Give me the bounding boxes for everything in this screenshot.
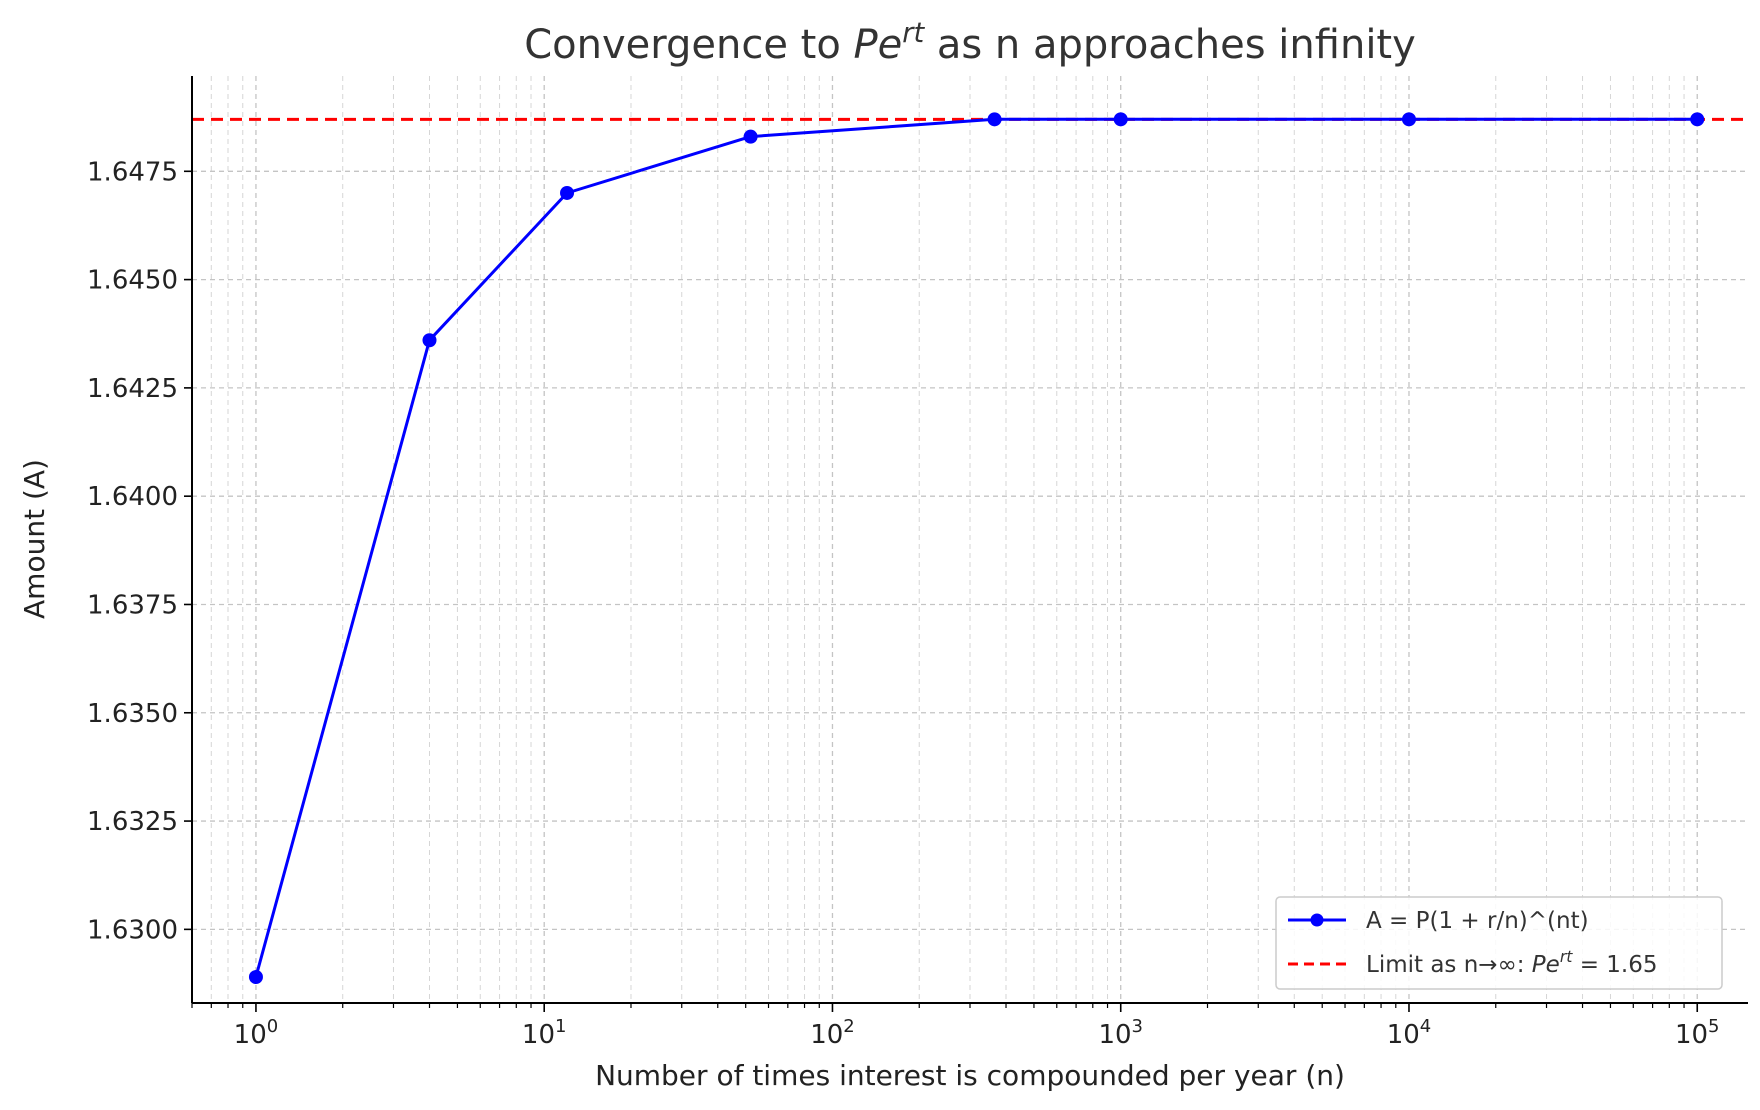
y-tick-label: 1.6475 [87, 157, 178, 187]
y-axis-title: Amount (A) [18, 459, 51, 619]
data-point [1401, 112, 1416, 127]
series-layer [248, 112, 1705, 985]
legend-reference-label: Limit as n→∞: Pert = 1.65 [1366, 947, 1658, 978]
data-point [743, 129, 758, 144]
x-axis-title: Number of times interest is compounded p… [595, 1059, 1345, 1092]
y-tick-label: 1.6450 [87, 266, 178, 296]
y-tick-label: 1.6400 [87, 482, 178, 512]
x-tick-label: 100 [234, 1016, 279, 1050]
y-tick-label: 1.6325 [87, 807, 178, 837]
y-tick-label: 1.6425 [87, 374, 178, 404]
y-tick-label: 1.6350 [87, 699, 178, 729]
legend: A = P(1 + r/n)^(nt) Limit as n→∞: Pert =… [1275, 896, 1723, 990]
grid [191, 76, 1748, 1003]
x-tick-label: 105 [1675, 1016, 1720, 1050]
legend-series-label: A = P(1 + r/n)^(nt) [1366, 908, 1589, 934]
data-point [422, 333, 437, 348]
x-ticks: 100 101 102 103 104 105 [191, 1003, 1720, 1050]
series-line [254, 117, 1698, 978]
x-tick-label: 103 [1098, 1016, 1143, 1050]
x-tick-label: 101 [522, 1016, 567, 1050]
y-tick-label: 1.6300 [87, 915, 178, 945]
data-point [987, 112, 1002, 127]
y-tick-label: 1.6375 [87, 590, 178, 620]
x-tick-label: 102 [810, 1016, 855, 1050]
chart-title: Convergence to Pert as n approaches infi… [524, 18, 1416, 68]
x-tick-label: 104 [1387, 1016, 1432, 1050]
data-point [560, 185, 575, 200]
data-point [1690, 112, 1705, 127]
data-point [1113, 112, 1128, 127]
legend-series-marker [1310, 913, 1324, 927]
legend-box [1275, 896, 1723, 990]
y-ticks: 1.6300 1.6325 1.6350 1.6375 1.6400 1.6425 1.64… [87, 157, 192, 945]
data-point [248, 970, 263, 985]
